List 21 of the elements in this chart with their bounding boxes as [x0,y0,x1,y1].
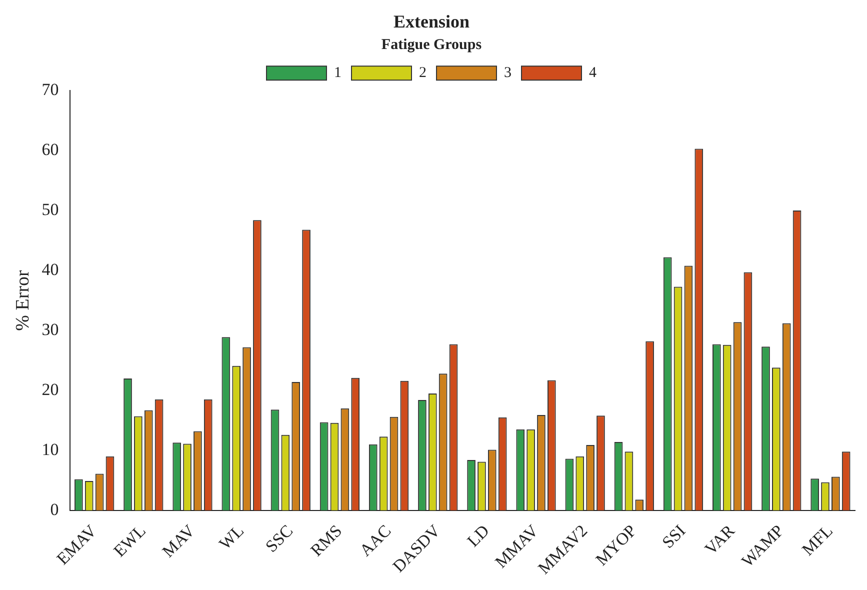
y-axis-title: % Error [12,269,34,331]
y-tick-label: 0 [50,500,59,519]
y-tick-label: 40 [42,260,59,279]
x-tick-label: SSC [262,521,297,556]
legend-title: Fatigue Groups [381,36,482,53]
y-tick-label: 30 [42,320,59,339]
legend-label: 1 [334,65,342,82]
y-tick-label: 50 [42,200,59,220]
x-tick-label: VAR [701,520,739,558]
x-tick-label: WL [215,521,248,554]
y-tick-label: 70 [42,80,59,100]
y-tick-label: 20 [42,380,59,399]
x-tick-label: SSI [658,520,690,552]
y-tick-label: 60 [42,140,59,160]
x-tick-label: LD [463,521,493,551]
y-tick-label: 10 [42,440,59,459]
legend-label: 4 [589,65,597,82]
legend-label: 2 [419,65,426,82]
legend-label: 3 [504,65,512,82]
chart-title: Extension [393,11,470,32]
x-tick-label: MFL [798,521,836,560]
